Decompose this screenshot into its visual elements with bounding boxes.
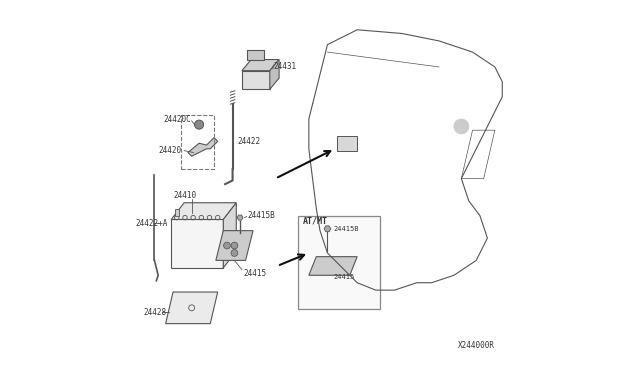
Text: 24420: 24420 [158,146,181,155]
Text: AT/MT: AT/MT [303,216,328,225]
Bar [175,209,179,216]
Bar [337,136,357,151]
Text: 24415: 24415 [333,274,355,280]
Polygon shape [248,50,264,60]
Polygon shape [216,231,253,260]
Text: X244000R: X244000R [458,341,495,350]
Polygon shape [324,226,331,232]
Circle shape [454,119,468,134]
Text: 24422+A: 24422+A [136,219,168,228]
Text: 24431: 24431 [273,62,296,71]
Text: 24415: 24415 [244,269,267,278]
Text: 24420C: 24420C [164,115,191,124]
Text: 24428: 24428 [143,308,166,317]
Circle shape [231,250,238,256]
Polygon shape [270,60,279,89]
Circle shape [223,242,230,249]
Polygon shape [188,138,218,156]
Text: 24410: 24410 [173,191,196,200]
Text: 24415B: 24415B [333,226,358,232]
Polygon shape [242,60,279,71]
Bar [180,115,214,169]
Polygon shape [309,257,357,275]
Text: 24415B: 24415B [248,211,275,220]
Bar [242,71,270,89]
Circle shape [195,120,204,129]
Circle shape [231,242,238,249]
Polygon shape [237,215,243,220]
Polygon shape [223,203,236,268]
Polygon shape [172,203,236,219]
Bar [172,219,223,268]
Text: 24422: 24422 [237,137,260,146]
Bar [298,216,380,309]
Polygon shape [166,292,218,324]
